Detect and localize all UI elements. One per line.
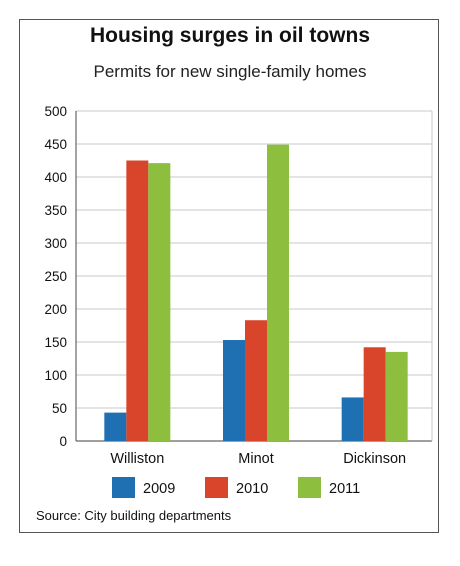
y-tick-label: 100 xyxy=(44,368,67,383)
bar-2011-dickinson xyxy=(385,351,408,441)
legend-swatch-2010 xyxy=(205,477,228,498)
legend-label-2009: 2009 xyxy=(143,481,175,497)
bar-2009-dickinson xyxy=(341,397,364,441)
legend-swatch-2011 xyxy=(298,477,321,498)
y-tick-label: 0 xyxy=(59,434,67,449)
y-tick-label: 500 xyxy=(44,104,67,119)
x-tick-label: Dickinson xyxy=(343,451,406,467)
y-tick-label: 400 xyxy=(44,170,67,185)
y-tick-label: 50 xyxy=(52,401,67,416)
bar-2010-minot xyxy=(245,320,267,441)
chart-subtitle: Permits for new single-family homes xyxy=(93,62,367,81)
x-tick-label: Minot xyxy=(238,451,273,467)
x-tick-label: Williston xyxy=(110,451,164,467)
bar-2011-minot xyxy=(267,144,289,441)
bar-2009-williston xyxy=(104,412,127,441)
chart-title: Housing surges in oil towns xyxy=(89,24,370,47)
bar-2011-williston xyxy=(148,163,171,441)
y-tick-label: 200 xyxy=(44,302,67,317)
bar-2010-williston xyxy=(126,160,149,441)
y-tick-label: 300 xyxy=(44,236,67,251)
legend-label-2010: 2010 xyxy=(236,481,268,497)
source-note: Source: City building departments xyxy=(36,508,232,523)
bar-2010-dickinson xyxy=(363,347,386,441)
y-tick-label: 350 xyxy=(44,203,67,218)
y-tick-label: 450 xyxy=(44,137,67,152)
legend-label-2011: 2011 xyxy=(329,481,360,497)
y-tick-label: 150 xyxy=(44,335,67,350)
legend-swatch-2009 xyxy=(112,477,135,498)
y-tick-label: 250 xyxy=(44,269,67,284)
bar-2009-minot xyxy=(223,340,245,441)
